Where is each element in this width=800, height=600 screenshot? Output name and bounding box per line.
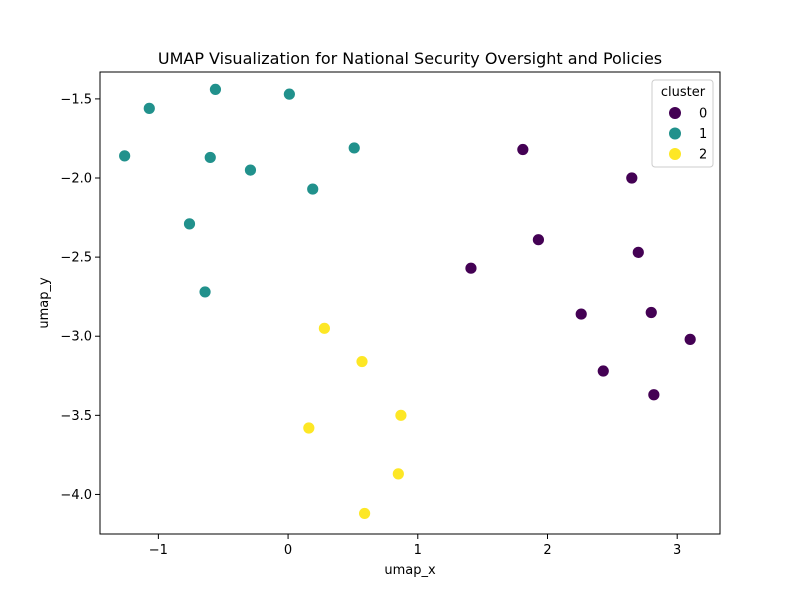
data-point-cluster-0 bbox=[647, 388, 661, 402]
data-point-cluster-0 bbox=[516, 143, 530, 156]
legend-marker-0 bbox=[669, 107, 681, 119]
x-tick-label: 3 bbox=[673, 543, 681, 558]
legend: cluster 0 1 2 bbox=[651, 79, 714, 168]
plot-background bbox=[100, 72, 720, 534]
plot-area bbox=[100, 72, 720, 534]
data-point-cluster-1 bbox=[183, 217, 196, 231]
plot-frame bbox=[99, 71, 721, 535]
y-tick-label: −3.5 bbox=[60, 409, 92, 424]
legend-entries: 0 1 2 bbox=[669, 107, 707, 163]
x-tick-label: 1 bbox=[414, 543, 422, 558]
x-tick-label: 2 bbox=[543, 543, 551, 558]
data-point-cluster-0 bbox=[625, 171, 639, 185]
data-point-cluster-1 bbox=[282, 87, 296, 101]
data-point-cluster-2 bbox=[302, 421, 316, 435]
data-point-cluster-1 bbox=[203, 151, 217, 164]
data-point-cluster-0 bbox=[464, 261, 478, 275]
legend-label-2: 2 bbox=[699, 148, 707, 163]
data-point-cluster-1 bbox=[306, 182, 320, 196]
x-axis-label: umap_x bbox=[384, 563, 436, 578]
data-point-cluster-2 bbox=[358, 507, 372, 520]
data-point-cluster-0 bbox=[644, 306, 658, 319]
x-tick-label: −1 bbox=[149, 543, 168, 558]
data-point-cluster-0 bbox=[631, 245, 645, 259]
y-tick-label: −3.0 bbox=[60, 330, 92, 345]
data-point-cluster-0 bbox=[532, 233, 545, 247]
data-point-cluster-1 bbox=[209, 83, 222, 96]
data-point-cluster-1 bbox=[118, 149, 132, 163]
legend-title: cluster bbox=[661, 85, 706, 100]
data-point-cluster-0 bbox=[683, 332, 697, 346]
legend-marker-1 bbox=[669, 127, 681, 140]
y-tick-label: −1.5 bbox=[60, 92, 92, 107]
data-point-cluster-2 bbox=[391, 467, 405, 481]
data-point-cluster-2 bbox=[355, 355, 369, 368]
x-axis-ticks: −1 0 1 2 3 bbox=[149, 534, 681, 558]
y-tick-label: −2.0 bbox=[60, 172, 92, 187]
data-point-cluster-1 bbox=[198, 285, 212, 299]
data-point-cluster-0 bbox=[596, 364, 610, 378]
data-points bbox=[118, 83, 697, 520]
legend-box bbox=[651, 79, 714, 168]
legend-label-1: 1 bbox=[699, 127, 707, 142]
data-point-cluster-1 bbox=[142, 101, 156, 115]
data-point-cluster-2 bbox=[394, 408, 408, 422]
data-point-cluster-1 bbox=[347, 141, 361, 155]
data-point-cluster-1 bbox=[244, 163, 257, 177]
y-axis-ticks: −4.0 −3.5 −3.0 −2.5 −2.0 −1.5 bbox=[60, 92, 100, 503]
x-tick-label: 0 bbox=[284, 543, 292, 558]
y-tick-label: −2.5 bbox=[60, 251, 92, 266]
chart-title: UMAP Visualization for National Security… bbox=[158, 49, 662, 68]
data-point-cluster-0 bbox=[574, 307, 588, 321]
legend-marker-2 bbox=[669, 148, 681, 160]
y-tick-label: −4.0 bbox=[60, 488, 92, 503]
legend-label-0: 0 bbox=[699, 107, 707, 122]
data-point-cluster-2 bbox=[317, 321, 331, 335]
y-axis-label: umap_y bbox=[37, 277, 52, 329]
